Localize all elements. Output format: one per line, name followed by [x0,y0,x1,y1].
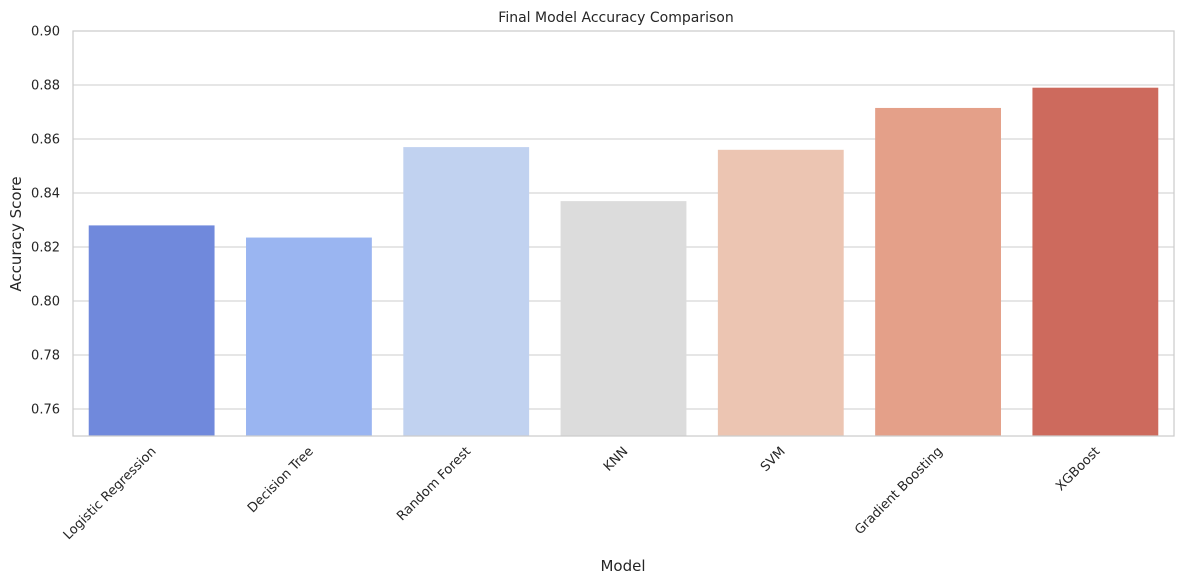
y-tick-label: 0.86 [31,133,60,148]
bar [1032,87,1159,436]
bar [246,237,372,436]
y-tick-label: 0.88 [31,79,60,94]
y-axis-title: Accuracy Score [7,176,25,291]
y-tick-label: 0.78 [31,349,60,364]
bar [875,107,1001,436]
bar [88,225,215,436]
y-tick-labels: 0.76 0.78 0.80 0.82 0.84 0.86 0.88 0.90 [31,25,60,418]
chart-title: Final Model Accuracy Comparison [498,10,733,26]
y-tick-label: 0.82 [31,241,60,256]
y-tick-label: 0.80 [31,295,60,310]
bar [717,149,844,437]
bar [560,201,687,436]
bars [88,87,1159,437]
y-tick-label: 0.84 [31,187,60,202]
bar [403,147,530,436]
plot-frame [72,30,1175,437]
y-tick-label: 0.76 [31,403,60,418]
y-tick-label: 0.90 [31,25,60,40]
x-axis-title: Model [600,557,645,575]
